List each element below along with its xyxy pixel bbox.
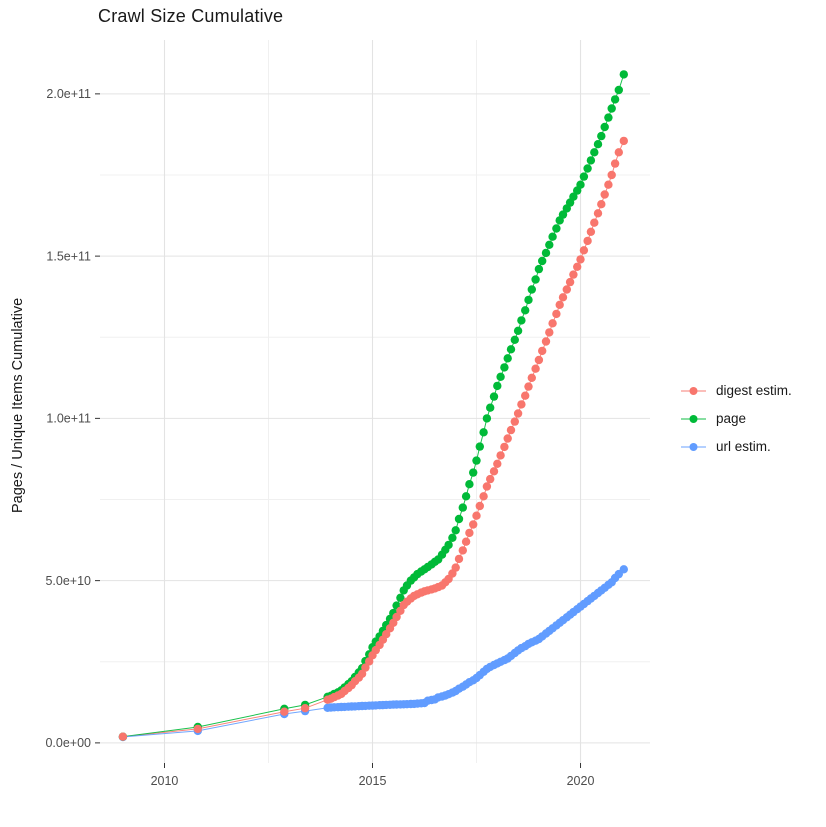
legend: digest estim. page url estim.	[680, 381, 792, 456]
y-tick-labels: 0.0e+00 5.0e+10 1.0e+11 1.5e+11 2.0e+11	[45, 87, 91, 750]
y-tick-label: 1.5e+11	[46, 249, 91, 263]
y-tick-label: 2.0e+11	[46, 87, 91, 101]
y-tick-label: 5.0e+10	[45, 574, 91, 588]
axis-ticks	[95, 93, 582, 768]
legend-item-digest-estim: digest estim.	[680, 381, 792, 400]
series-line-page	[122, 74, 625, 738]
legend-item-url-estim: url estim.	[680, 437, 792, 456]
series-points-digest-estim-	[118, 136, 628, 741]
chart-title: Crawl Size Cumulative	[98, 6, 284, 26]
y-tick-label: 0.0e+00	[45, 736, 91, 750]
major-gridlines	[100, 40, 650, 763]
legend-item-page: page	[680, 409, 792, 428]
legend-key-icon	[681, 386, 706, 395]
minor-gridlines	[100, 40, 650, 763]
x-tick-labels: 2010 2015 2020	[151, 774, 595, 788]
x-tick-label: 2020	[567, 774, 595, 788]
y-tick-label: 1.0e+11	[46, 412, 91, 426]
series-points-url-estim-	[118, 565, 628, 742]
legend-key-icon	[681, 442, 706, 451]
legend-key-icon	[681, 414, 706, 423]
legend-label: digest estim.	[716, 383, 792, 398]
x-tick-label: 2010	[151, 774, 179, 788]
legend-label: page	[716, 411, 747, 426]
series-points-page	[118, 70, 628, 741]
x-tick-label: 2015	[359, 774, 387, 788]
legend-label: url estim.	[716, 439, 771, 454]
